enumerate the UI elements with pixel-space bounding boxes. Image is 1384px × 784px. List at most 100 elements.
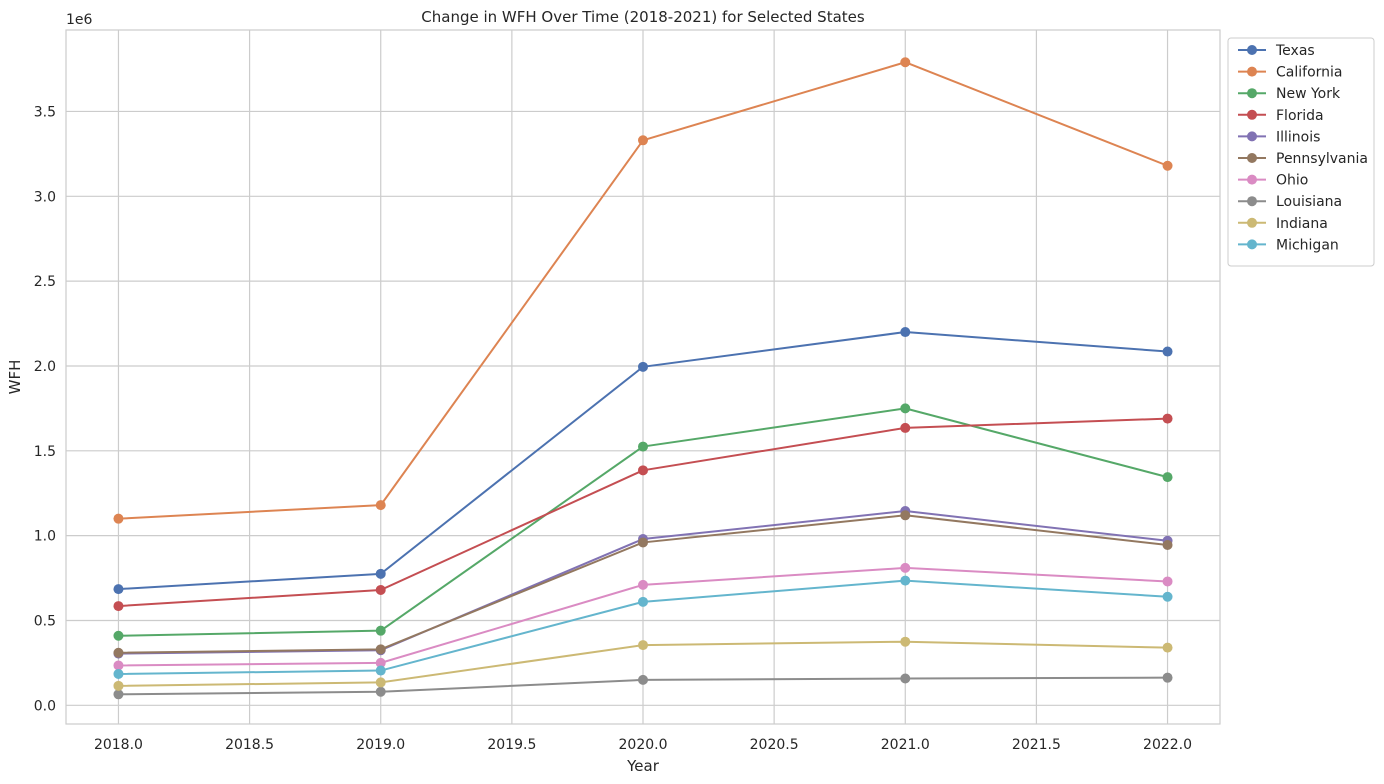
legend-label: Louisiana	[1276, 194, 1342, 210]
x-tick-label: 2020.5	[750, 737, 799, 753]
y-tick-label: 1.5	[34, 444, 56, 460]
legend-item: Illinois	[1238, 129, 1320, 145]
legend-item: Pennsylvania	[1238, 151, 1368, 167]
x-tick-label: 2021.5	[1012, 737, 1061, 753]
data-point	[375, 584, 386, 595]
data-point	[1162, 576, 1173, 587]
series-indiana	[113, 636, 1173, 691]
y-tick-label: 0.0	[34, 698, 56, 714]
data-point	[638, 640, 648, 651]
data-point	[638, 135, 648, 146]
x-tick-label: 2018.0	[94, 737, 143, 753]
legend-item: Ohio	[1238, 173, 1308, 189]
data-point	[113, 680, 124, 691]
x-axis: 2018.0 2018.5 2019.0 2019.5 2020.0 2020.5 2021…	[94, 737, 1192, 753]
legend-item: Indiana	[1238, 216, 1328, 232]
legend-label: Michigan	[1276, 237, 1339, 253]
y-tick-label: 2.5	[34, 274, 56, 290]
data-point	[638, 361, 648, 372]
legend-label: Ohio	[1276, 173, 1308, 189]
data-point	[1162, 591, 1173, 602]
data-point	[113, 689, 124, 700]
x-tick-label: 2020.0	[619, 737, 668, 753]
data-point	[638, 465, 648, 476]
legend-swatch-marker	[1247, 45, 1257, 55]
data-point	[900, 636, 911, 647]
legend-swatch-marker	[1247, 196, 1257, 207]
data-point	[113, 647, 124, 658]
data-point	[900, 422, 911, 433]
data-point	[900, 57, 911, 68]
legend-item: Michigan	[1238, 237, 1339, 253]
plot-area-frame	[65, 29, 1221, 725]
data-point	[900, 327, 911, 338]
series-pennsylvania	[113, 510, 1173, 658]
data-point	[113, 660, 124, 671]
legend-frame	[1227, 37, 1375, 267]
legend-item: Texas	[1238, 43, 1315, 59]
legend-item: Florida	[1238, 108, 1324, 124]
legend-label: Illinois	[1276, 129, 1320, 145]
series-texas	[113, 327, 1173, 595]
y-tick-label: 2.0	[34, 359, 56, 375]
series-michigan	[113, 575, 1173, 679]
data-point	[113, 584, 124, 595]
data-point	[638, 441, 648, 452]
legend-label: California	[1276, 65, 1342, 81]
data-point	[375, 500, 386, 511]
legend-swatch-marker	[1247, 88, 1257, 99]
data-point	[900, 403, 911, 414]
series-group	[113, 57, 1173, 700]
y-tick-label: 3.0	[34, 189, 56, 205]
data-point	[375, 657, 386, 668]
data-point	[375, 568, 386, 579]
series-florida	[113, 413, 1173, 612]
data-point	[113, 513, 124, 524]
data-point	[1162, 413, 1173, 424]
legend-swatch-marker	[1247, 109, 1257, 120]
series-new-york	[113, 403, 1173, 641]
data-point	[638, 537, 648, 548]
data-point	[638, 674, 648, 685]
legend-swatch-marker	[1247, 153, 1257, 163]
x-tick-label: 2022.0	[1143, 737, 1192, 753]
data-point	[375, 677, 386, 688]
data-point	[900, 562, 911, 573]
legend-swatch-marker	[1247, 174, 1257, 185]
series-california	[113, 57, 1173, 524]
y-tick-label: 3.5	[34, 104, 56, 120]
legend-swatch-marker	[1247, 217, 1257, 228]
x-tick-label: 2018.5	[225, 737, 274, 753]
data-point	[1162, 472, 1173, 483]
x-tick-label: 2021.0	[881, 737, 930, 753]
series-louisiana	[113, 672, 1173, 700]
legend-swatch-marker	[1247, 66, 1257, 77]
data-point	[113, 668, 124, 679]
data-point	[375, 644, 386, 655]
data-point	[113, 601, 124, 612]
data-point	[375, 665, 386, 676]
legend: Texas California New York Florida Illinois Pe…	[1227, 37, 1375, 267]
data-point	[375, 625, 386, 636]
series-ohio	[113, 562, 1173, 671]
data-point	[900, 673, 911, 684]
y-tick-label: 1.0	[34, 529, 56, 545]
data-point	[1162, 160, 1173, 171]
chart-title: Change in WFH Over Time (2018-2021) for …	[421, 8, 865, 26]
legend-item: California	[1238, 65, 1342, 81]
data-point	[1162, 672, 1173, 683]
x-tick-label: 2019.0	[356, 737, 405, 753]
y-axis-title: WFH	[6, 360, 24, 395]
y-tick-label: 0.5	[34, 613, 56, 629]
legend-swatch-marker	[1247, 131, 1257, 142]
data-point	[900, 510, 911, 521]
y-axis-scale-label: 1e6	[66, 12, 93, 28]
legend-label: Indiana	[1276, 216, 1328, 232]
x-axis-title: Year	[626, 757, 660, 775]
legend-swatch-marker	[1247, 239, 1257, 250]
legend-label: Texas	[1275, 43, 1315, 59]
legend-item: Louisiana	[1238, 194, 1342, 210]
data-point	[113, 630, 124, 641]
grid	[66, 30, 1220, 724]
